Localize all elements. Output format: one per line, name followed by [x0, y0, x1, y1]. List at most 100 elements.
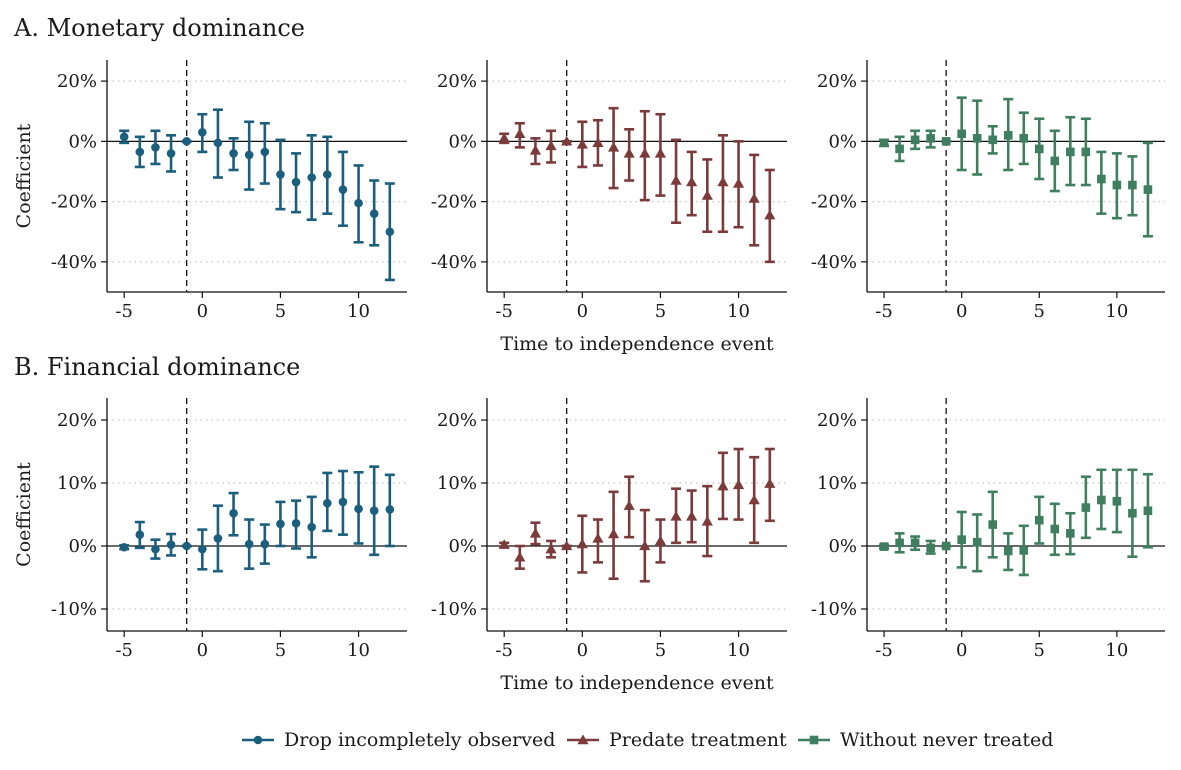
data-point: [498, 132, 510, 143]
data-point: [166, 149, 176, 158]
data-point: [1034, 144, 1044, 154]
x-tick-label: -5: [875, 301, 893, 322]
chart-panel: 20% 0% -20% -40% -5 0 5 10 Time to independence …: [431, 60, 787, 355]
data-point: [198, 128, 207, 137]
x-tick-label: 10: [727, 640, 750, 661]
y-tick-label: -20%: [431, 192, 477, 213]
chart-panel: 20% 0% -20% -40% -5 0 5 10: [811, 60, 1165, 322]
chart-panel: 20% 10% 0% -10% -5 0 5 10 Time to independence e…: [431, 398, 787, 694]
data-point: [592, 137, 604, 148]
y-tick-label: -10%: [811, 599, 857, 620]
panel-title-a: A. Monetary dominance: [13, 14, 305, 42]
y-tick-label: -40%: [51, 252, 97, 273]
data-point: [654, 535, 667, 546]
data-point: [338, 497, 348, 507]
data-point: [561, 135, 573, 146]
x-axis-title: Time to independence event: [500, 333, 774, 355]
data-point: [385, 227, 395, 237]
x-tick-label: -5: [495, 640, 513, 661]
legend-label: Predate treatment: [609, 729, 787, 751]
plot-grid: 20% 0% -20% -40% -5 0 5 10 Coefficient 20% 0% -20% -…: [13, 60, 1165, 694]
data-point: [972, 134, 982, 143]
data-point: [151, 544, 160, 554]
data-point: [244, 539, 254, 549]
data-point: [260, 539, 270, 549]
y-tick-label: 0%: [448, 131, 477, 152]
data-point: [135, 147, 145, 157]
data-point: [1066, 147, 1075, 157]
y-tick-label: 20%: [437, 71, 477, 92]
x-tick-label: 0: [956, 640, 967, 661]
y-tick-label: 20%: [437, 410, 477, 431]
y-tick-label: 0%: [828, 536, 857, 557]
data-point: [988, 135, 998, 145]
data-point: [957, 535, 966, 544]
x-tick-label: 0: [197, 640, 208, 661]
x-tick-label: 0: [197, 301, 208, 322]
data-point: [276, 519, 285, 529]
data-point: [229, 508, 238, 518]
data-point: [561, 540, 573, 551]
x-tick-label: 0: [577, 301, 588, 322]
y-tick-label: 0%: [68, 131, 97, 152]
data-point: [529, 144, 542, 155]
data-point: [369, 209, 379, 218]
data-point: [307, 522, 316, 532]
data-point: [926, 134, 935, 143]
data-point: [198, 544, 207, 554]
data-point: [576, 138, 588, 149]
data-point: [213, 534, 223, 543]
data-point: [253, 735, 263, 745]
legend-marker-circle: [242, 735, 274, 745]
legend-marker-triangle: [567, 734, 599, 745]
data-point: [717, 480, 729, 491]
x-tick-label: 10: [347, 301, 370, 322]
data-point: [1143, 185, 1153, 194]
y-tick-label: 20%: [817, 410, 857, 431]
x-tick-label: 5: [1034, 301, 1045, 322]
data-point: [119, 542, 129, 552]
data-point: [182, 541, 191, 551]
data-point: [895, 538, 904, 548]
data-point: [576, 538, 588, 549]
data-point: [926, 543, 935, 553]
data-point: [514, 128, 526, 139]
data-point: [260, 147, 270, 157]
data-point: [213, 138, 223, 148]
data-point: [166, 540, 176, 550]
data-point: [1066, 529, 1075, 538]
series: [119, 108, 395, 282]
data-point: [338, 185, 348, 194]
legend-item-drop-incompletely-observed: Drop incompletely observed: [242, 729, 555, 751]
data-point: [1097, 174, 1106, 184]
x-tick-label: 0: [577, 640, 588, 661]
data-point: [385, 505, 395, 514]
data-point: [244, 150, 254, 160]
legend: Drop incompletely observed Predate treat…: [242, 729, 1053, 751]
x-tick-label: -5: [115, 640, 133, 661]
data-point: [1112, 180, 1122, 190]
y-tick-label: 20%: [57, 71, 97, 92]
y-tick-label: 10%: [437, 473, 477, 494]
data-point: [686, 510, 698, 521]
data-point: [941, 137, 951, 146]
x-tick-label: 0: [956, 301, 967, 322]
series: [879, 468, 1153, 577]
chart-panel: 20% 0% -20% -40% -5 0 5 10 Coefficient: [13, 60, 407, 322]
data-point: [1050, 156, 1060, 166]
legend-marker-square: [798, 735, 830, 745]
data-point: [291, 519, 301, 528]
y-tick-label: -40%: [431, 252, 477, 273]
legend-item-without-never-treated: Without never treated: [798, 729, 1053, 751]
series: [498, 106, 776, 264]
y-tick-label: 10%: [57, 473, 97, 494]
y-tick-label: -10%: [431, 599, 477, 620]
data-point: [910, 135, 920, 145]
y-tick-label: -40%: [811, 252, 857, 273]
data-point: [1128, 508, 1137, 518]
data-point: [369, 506, 379, 516]
series: [119, 465, 395, 573]
data-point: [498, 539, 510, 549]
x-tick-label: 5: [275, 301, 286, 322]
data-point: [607, 528, 620, 539]
